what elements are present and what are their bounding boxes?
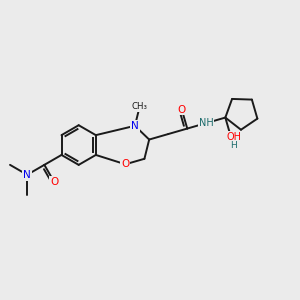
Text: O: O [50,177,58,187]
Text: H: H [230,141,237,150]
Text: OH: OH [226,132,241,142]
Text: N: N [23,170,31,180]
Text: NH: NH [199,118,214,128]
Text: O: O [178,104,186,115]
Text: CH₃: CH₃ [132,102,148,111]
Text: O: O [121,159,130,169]
Text: N: N [131,121,139,131]
